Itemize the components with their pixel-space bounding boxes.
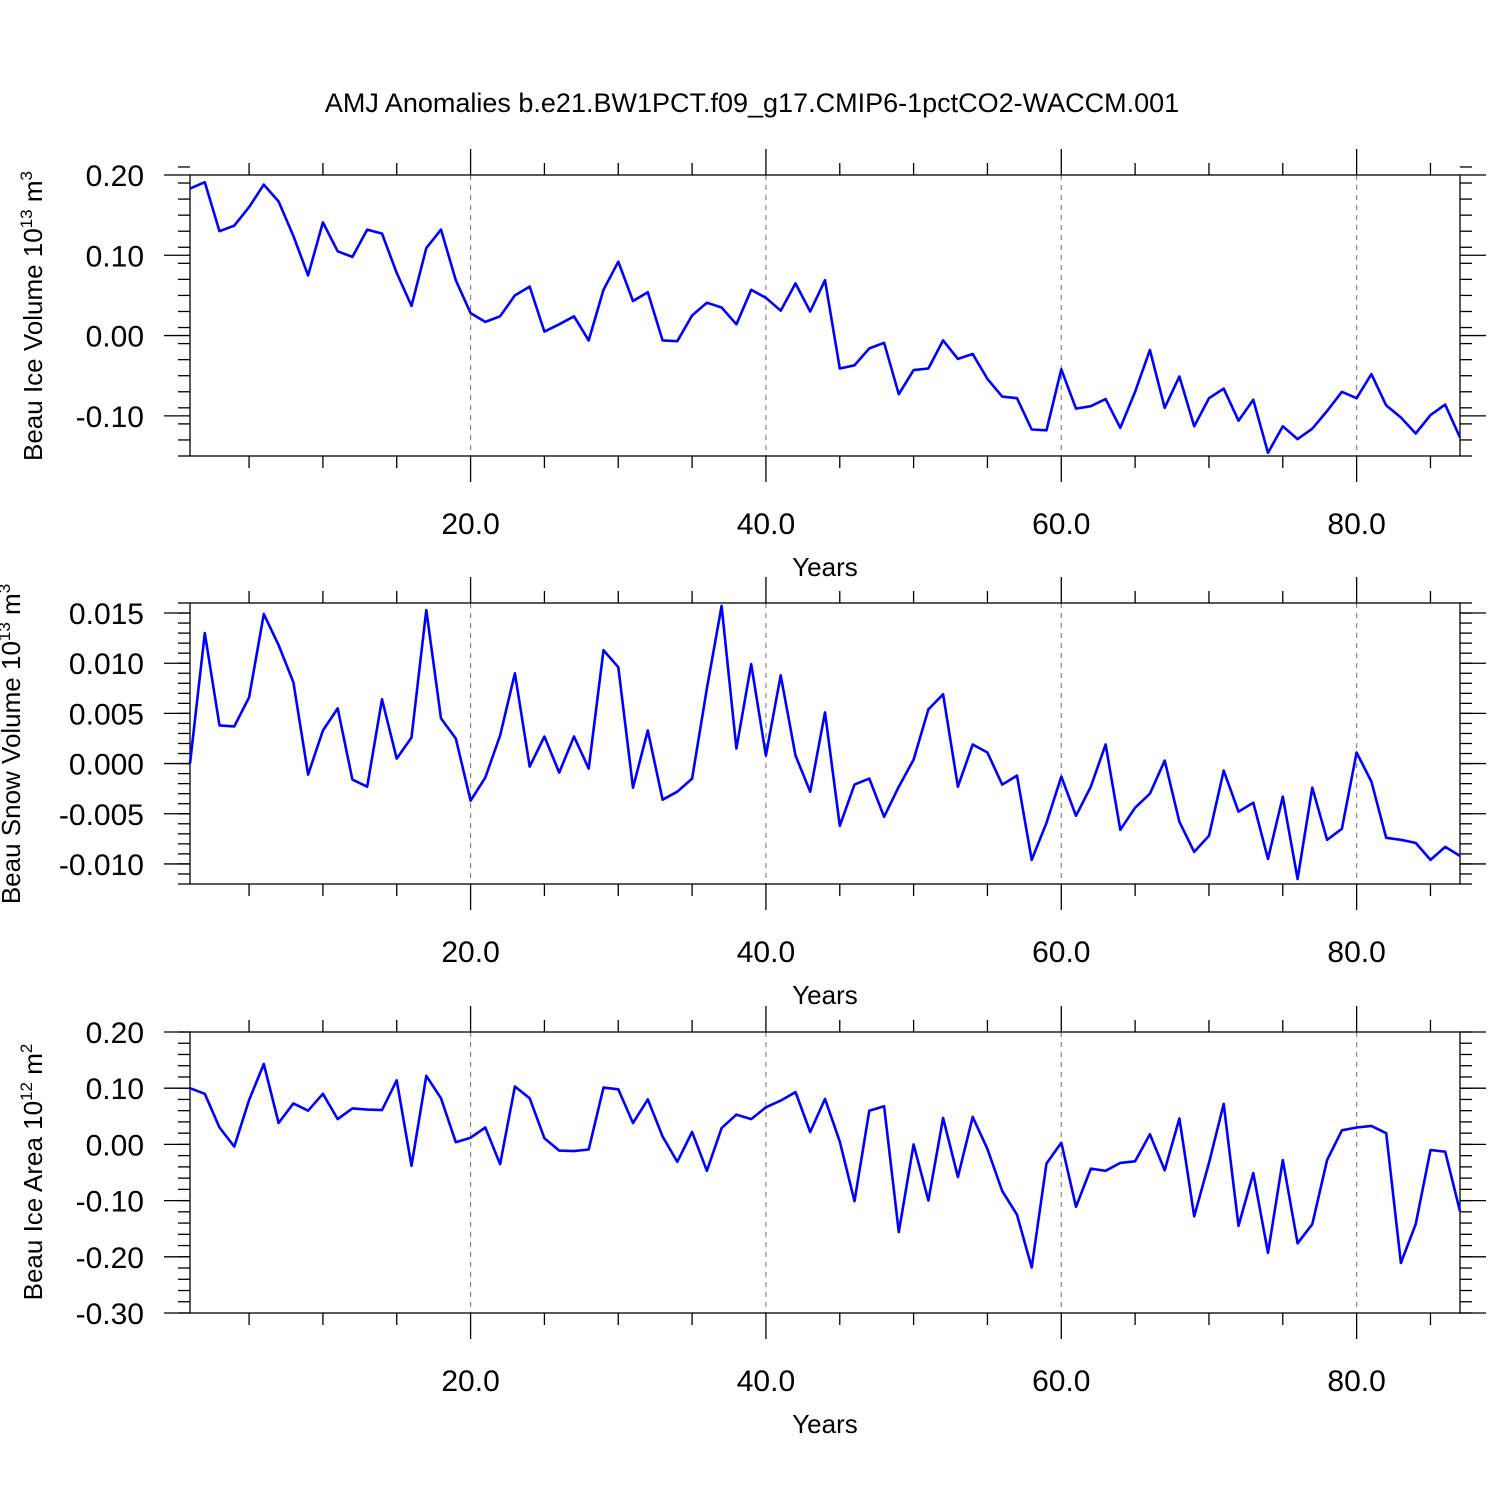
x-tick-label: 20.0 — [441, 508, 499, 541]
y-axis-label: Beau Ice Area 1012 m2 — [17, 1044, 48, 1301]
plot-frame — [189, 602, 1461, 885]
y-axis-label: Beau Snow Volume 1013 m3 — [0, 584, 26, 904]
y-tick-label: 0.20 — [86, 160, 144, 193]
x-tick-label: 80.0 — [1327, 936, 1385, 969]
panels: -0.10 0.00 0.10 0.20 20.0 40.0 60.0 80.0 Years Be… — [0, 149, 1486, 1439]
x-axis-label: Years — [792, 552, 858, 582]
x-tick-label: 80.0 — [1327, 1365, 1385, 1398]
x-tick-label: 40.0 — [737, 936, 795, 969]
chart-panel-2: -0.010 -0.005 0.000 0.005 0.010 0.015 20.0 40.0… — [0, 577, 1486, 1010]
figure-title: AMJ Anomalies b.e21.BW1PCT.f09_g17.CMIP6… — [325, 88, 1179, 118]
x-tick-label: 80.0 — [1327, 508, 1385, 541]
x-axis-label: Years — [792, 980, 858, 1010]
y-tick-label: 0.00 — [86, 321, 144, 354]
x-tick-label: 60.0 — [1032, 936, 1090, 969]
y-tick-label: 0.000 — [69, 749, 144, 782]
y-tick-label: -0.010 — [59, 849, 144, 882]
y-tick-label: 0.10 — [86, 240, 144, 273]
series-line — [189, 1062, 1462, 1269]
y-tick-label: 0.00 — [86, 1129, 144, 1162]
x-tick-label: 40.0 — [737, 508, 795, 541]
series-line — [189, 180, 1462, 455]
y-tick-label: 0.20 — [86, 1017, 144, 1050]
series-line — [188, 604, 1461, 881]
y-tick-label: -0.10 — [76, 1186, 144, 1219]
x-tick-label: 20.0 — [441, 936, 499, 969]
chart-panel-3: -0.30 -0.20 -0.10 0.00 0.10 0.20 20.0 40.0 60.0 8… — [17, 1006, 1486, 1439]
plot-frame — [189, 1031, 1461, 1314]
y-tick-label: -0.20 — [76, 1242, 144, 1275]
x-tick-label: 60.0 — [1032, 1365, 1090, 1398]
x-tick-label: 40.0 — [737, 1365, 795, 1398]
y-tick-label: -0.10 — [76, 401, 144, 434]
y-tick-label: 0.015 — [69, 598, 144, 631]
chart-panel-1: -0.10 0.00 0.10 0.20 20.0 40.0 60.0 80.0 Years Be… — [17, 149, 1486, 582]
plot-frame — [189, 174, 1461, 457]
y-tick-label: 0.10 — [86, 1073, 144, 1106]
y-tick-label: -0.30 — [76, 1298, 144, 1331]
y-axis-label: Beau Ice Volume 1013 m3 — [17, 171, 48, 461]
y-tick-label: 0.010 — [69, 648, 144, 681]
y-tick-label: 0.005 — [69, 698, 144, 731]
y-tick-label: -0.005 — [59, 799, 144, 832]
x-axis-label: Years — [792, 1409, 858, 1439]
x-tick-label: 60.0 — [1032, 508, 1090, 541]
x-tick-label: 20.0 — [441, 1365, 499, 1398]
